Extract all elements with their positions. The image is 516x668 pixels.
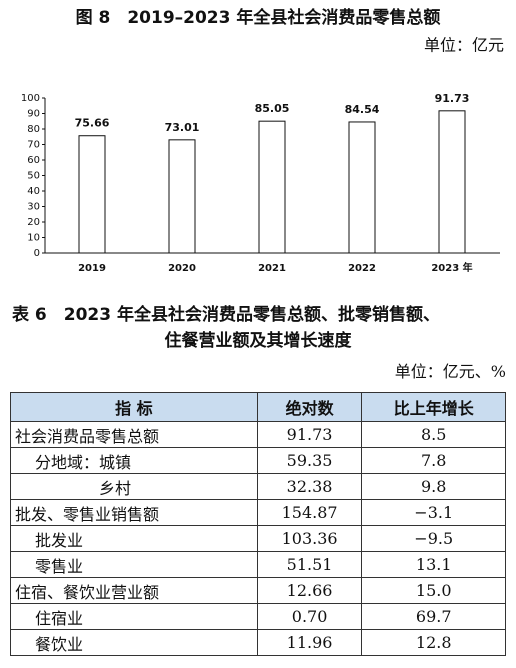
value-cell: 103.36 <box>256 525 363 552</box>
x-tick-label: 2021 <box>258 263 286 274</box>
y-tick-label: 10 <box>27 233 40 244</box>
table-title: 表 6 2023 年全县社会消费品零售总额、批零销售额、 <box>12 305 440 325</box>
value-cell: 59.35 <box>256 447 363 474</box>
value-cell: 15.0 <box>361 577 506 604</box>
value-cell: 7.8 <box>361 447 506 474</box>
bar <box>168 139 196 254</box>
value-cell: 91.73 <box>256 421 363 448</box>
bar <box>348 121 376 254</box>
header-cell: 绝对数 <box>256 392 363 422</box>
value-cell: 0.70 <box>256 603 363 630</box>
value-cell: 11.96 <box>256 629 363 656</box>
x-tick-label: 2023 年 <box>431 261 472 274</box>
header-cell: 指 标 <box>10 392 258 422</box>
label-cell: 批发、零售业销售额 <box>10 499 258 526</box>
value-cell: 9.8 <box>361 473 506 500</box>
label-cell: 社会消费品零售总额 <box>10 421 258 448</box>
value-label: 84.54 <box>345 103 380 116</box>
data-table: 指 标绝对数 比上年增长 社会消费品零售总额 91.73 8.5 分地域：城镇 59.35… <box>10 392 506 656</box>
label-cell: 住宿业 <box>10 603 258 630</box>
chart-unit: 单位：亿元 <box>424 36 504 55</box>
y-tick-label: 20 <box>27 217 40 228</box>
x-tick-label: 2022 <box>348 263 376 274</box>
value-cell: 8.5 <box>361 421 506 448</box>
y-tick-label: 80 <box>27 124 40 135</box>
chart-title: 图 8 2019–2023 年全县社会消费品零售总额 <box>76 7 441 28</box>
x-tick-label: 2020 <box>168 263 196 274</box>
bar <box>78 135 106 254</box>
value-cell: 13.1 <box>361 551 506 578</box>
label-cell: 餐饮业 <box>10 629 258 656</box>
table-title: 住餐营业额及其增长速度 <box>164 331 352 351</box>
value-cell: 32.38 <box>256 473 363 500</box>
label-cell: 乡村 <box>10 473 258 500</box>
table-unit: 单位：亿元、% <box>394 362 506 381</box>
label-cell: 批发业 <box>10 525 258 552</box>
bar <box>258 120 286 254</box>
value-cell: 51.51 <box>256 551 363 578</box>
chart: 图 8 2019–2023 年全县社会消费品零售总额 单位：亿元 0 10 20 30… <box>21 7 504 274</box>
value-cell: 154.87 <box>256 499 363 526</box>
value-cell: 12.8 <box>361 629 506 656</box>
label-cell: 零售业 <box>10 551 258 578</box>
y-tick-label: 50 <box>27 171 40 182</box>
value-cell: −3.1 <box>361 499 506 526</box>
label-cell: 分地域：城镇 <box>10 447 258 474</box>
table-row: 批发、零售业销售额 154.87 −3.1 <box>10 499 506 526</box>
table-row: 分地域：城镇 59.35 7.8 <box>10 447 506 474</box>
y-tick-label: 100 <box>21 93 40 104</box>
value-cell: 69.7 <box>361 603 506 630</box>
y-tick-label: 40 <box>27 186 40 197</box>
table-row: 社会消费品零售总额 91.73 8.5 <box>10 421 506 448</box>
y-tick-label: 30 <box>27 202 40 213</box>
value-label: 85.05 <box>255 102 290 115</box>
table-row: 住宿业 0.70 69.7 <box>10 603 506 630</box>
value-cell: 12.66 <box>256 577 363 604</box>
y-tick-label: 90 <box>27 109 40 120</box>
value-label: 91.73 <box>435 92 470 105</box>
table-row: 餐饮业 11.96 12.8 <box>10 629 506 656</box>
value-label: 75.66 <box>75 117 110 130</box>
label-cell: 住宿、餐饮业营业额 <box>10 577 258 604</box>
table-row: 住宿、餐饮业营业额 12.66 15.0 <box>10 577 506 604</box>
table-row: 零售业 51.51 13.1 <box>10 551 506 578</box>
y-tick-label: 70 <box>27 140 40 151</box>
table-row: 批发业 103.36 −9.5 <box>10 525 506 552</box>
x-tick-label: 2019 <box>78 263 106 274</box>
value-label: 73.01 <box>165 121 200 134</box>
table-row: 乡村 32.38 9.8 <box>10 473 506 500</box>
header-cell: 比上年增长 <box>361 392 506 422</box>
y-tick-label: 0 <box>34 248 40 259</box>
bar <box>438 110 466 254</box>
value-cell: −9.5 <box>361 525 506 552</box>
y-tick-label: 60 <box>27 155 40 166</box>
